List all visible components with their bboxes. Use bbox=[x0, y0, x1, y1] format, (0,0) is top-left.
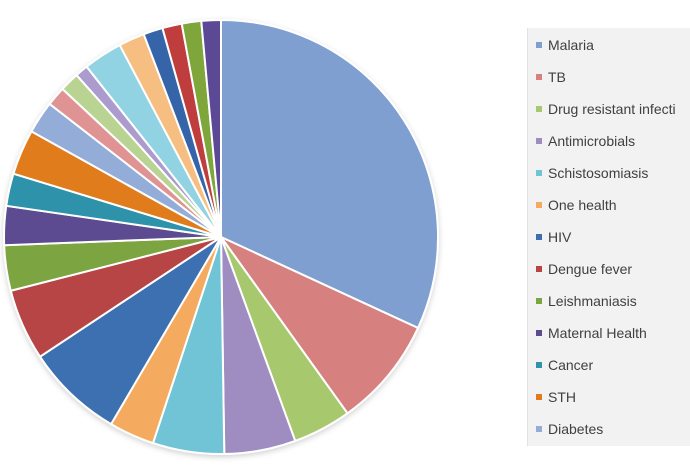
legend-label: One health bbox=[548, 197, 617, 213]
legend-swatch bbox=[536, 330, 542, 336]
legend-swatch bbox=[536, 106, 542, 112]
legend-swatch bbox=[536, 394, 542, 400]
legend-swatch bbox=[536, 42, 542, 48]
legend-label: STH bbox=[548, 389, 576, 405]
legend-swatch bbox=[536, 298, 542, 304]
legend-label: TB bbox=[548, 69, 566, 85]
legend-item: Antimicrobials bbox=[536, 132, 635, 150]
legend-label: Antimicrobials bbox=[548, 133, 636, 149]
legend-label: Drug resistant infecti bbox=[548, 101, 676, 117]
legend-swatch bbox=[536, 74, 542, 80]
legend-item: Dengue fever bbox=[536, 260, 632, 278]
pie-slice-hiv bbox=[38, 236, 222, 426]
legend-label: Dengue fever bbox=[548, 261, 633, 277]
legend-item: Cancer bbox=[536, 356, 593, 374]
legend-label: HIV bbox=[548, 229, 572, 245]
legend-label: Diabetes bbox=[548, 421, 604, 437]
legend-item: Schistosomiasis bbox=[536, 164, 648, 182]
legend-label: Leishmaniasis bbox=[548, 293, 637, 309]
legend-item: One health bbox=[536, 196, 617, 214]
pie-slice-unlabeled-21 bbox=[200, 18, 222, 238]
pie-slice-malaria bbox=[220, 18, 439, 330]
legend-item: Malaria bbox=[536, 36, 594, 54]
legend-swatch bbox=[536, 426, 542, 432]
legend-swatch bbox=[536, 138, 542, 144]
legend-swatch bbox=[536, 362, 542, 368]
legend-item: Drug resistant infecti bbox=[536, 100, 676, 118]
legend-label: Maternal Health bbox=[548, 325, 647, 341]
legend-label: Cancer bbox=[548, 357, 594, 373]
legend-label: Schistosomiasis bbox=[548, 165, 649, 181]
legend-item: STH bbox=[536, 388, 576, 406]
legend-item: Diabetes bbox=[536, 420, 603, 438]
legend-item: Maternal Health bbox=[536, 324, 647, 342]
legend-swatch bbox=[536, 234, 542, 240]
legend-swatch bbox=[536, 170, 542, 176]
legend-swatch bbox=[536, 202, 542, 208]
legend-label: Malaria bbox=[548, 37, 594, 53]
legend-item: Leishmaniasis bbox=[536, 292, 637, 310]
legend-swatch bbox=[536, 266, 542, 272]
legend-item: HIV bbox=[536, 228, 571, 246]
pie-slice-tb bbox=[217, 234, 420, 415]
chart-legend: Malaria TB Drug resistant infecti Antimicro… bbox=[527, 28, 690, 446]
legend-item: TB bbox=[536, 68, 566, 86]
